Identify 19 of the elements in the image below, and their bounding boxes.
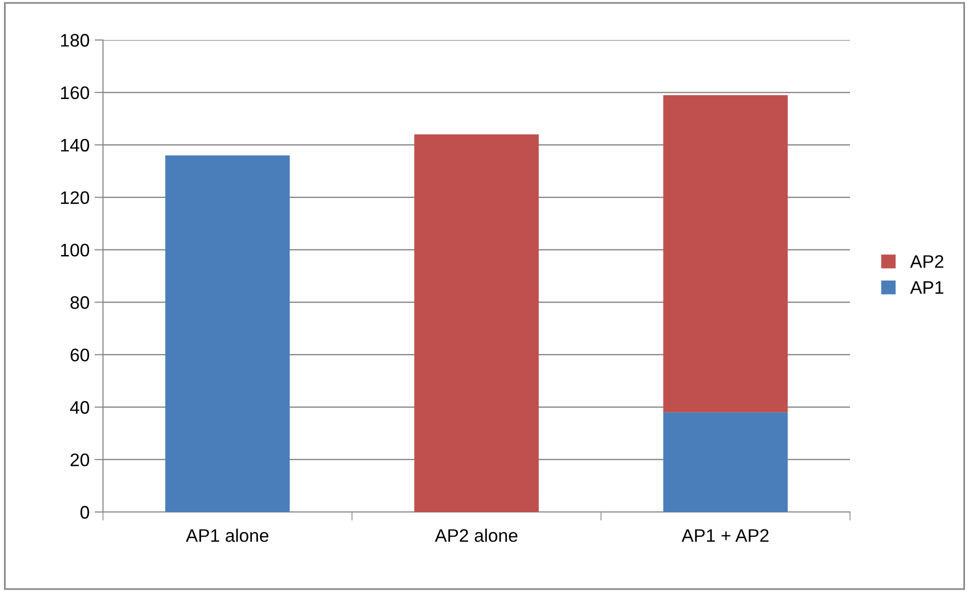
legend-label: AP2 <box>910 255 944 268</box>
x-tick-label: AP1 + AP2 <box>682 529 769 542</box>
bar <box>663 95 788 412</box>
y-tick-label: 60 <box>70 348 90 362</box>
y-tick-label: 180 <box>61 34 90 47</box>
y-tick-label: 140 <box>61 138 90 152</box>
y-tick-label: 20 <box>70 453 90 466</box>
y-tick-label: 160 <box>61 86 90 100</box>
x-tick-label: AP2 alone <box>434 528 518 542</box>
bar <box>165 155 290 512</box>
x-tick-label: AP1 alone <box>186 528 268 542</box>
y-tick-label: 80 <box>70 296 90 309</box>
y-tick-label: 0 <box>80 506 90 519</box>
y-tick-label: 40 <box>70 401 90 414</box>
y-tick-label: 120 <box>61 191 90 204</box>
y-tick-label: 100 <box>61 244 90 256</box>
bar <box>663 412 788 512</box>
bar <box>414 134 539 512</box>
legend-label: AP1 <box>910 281 944 294</box>
